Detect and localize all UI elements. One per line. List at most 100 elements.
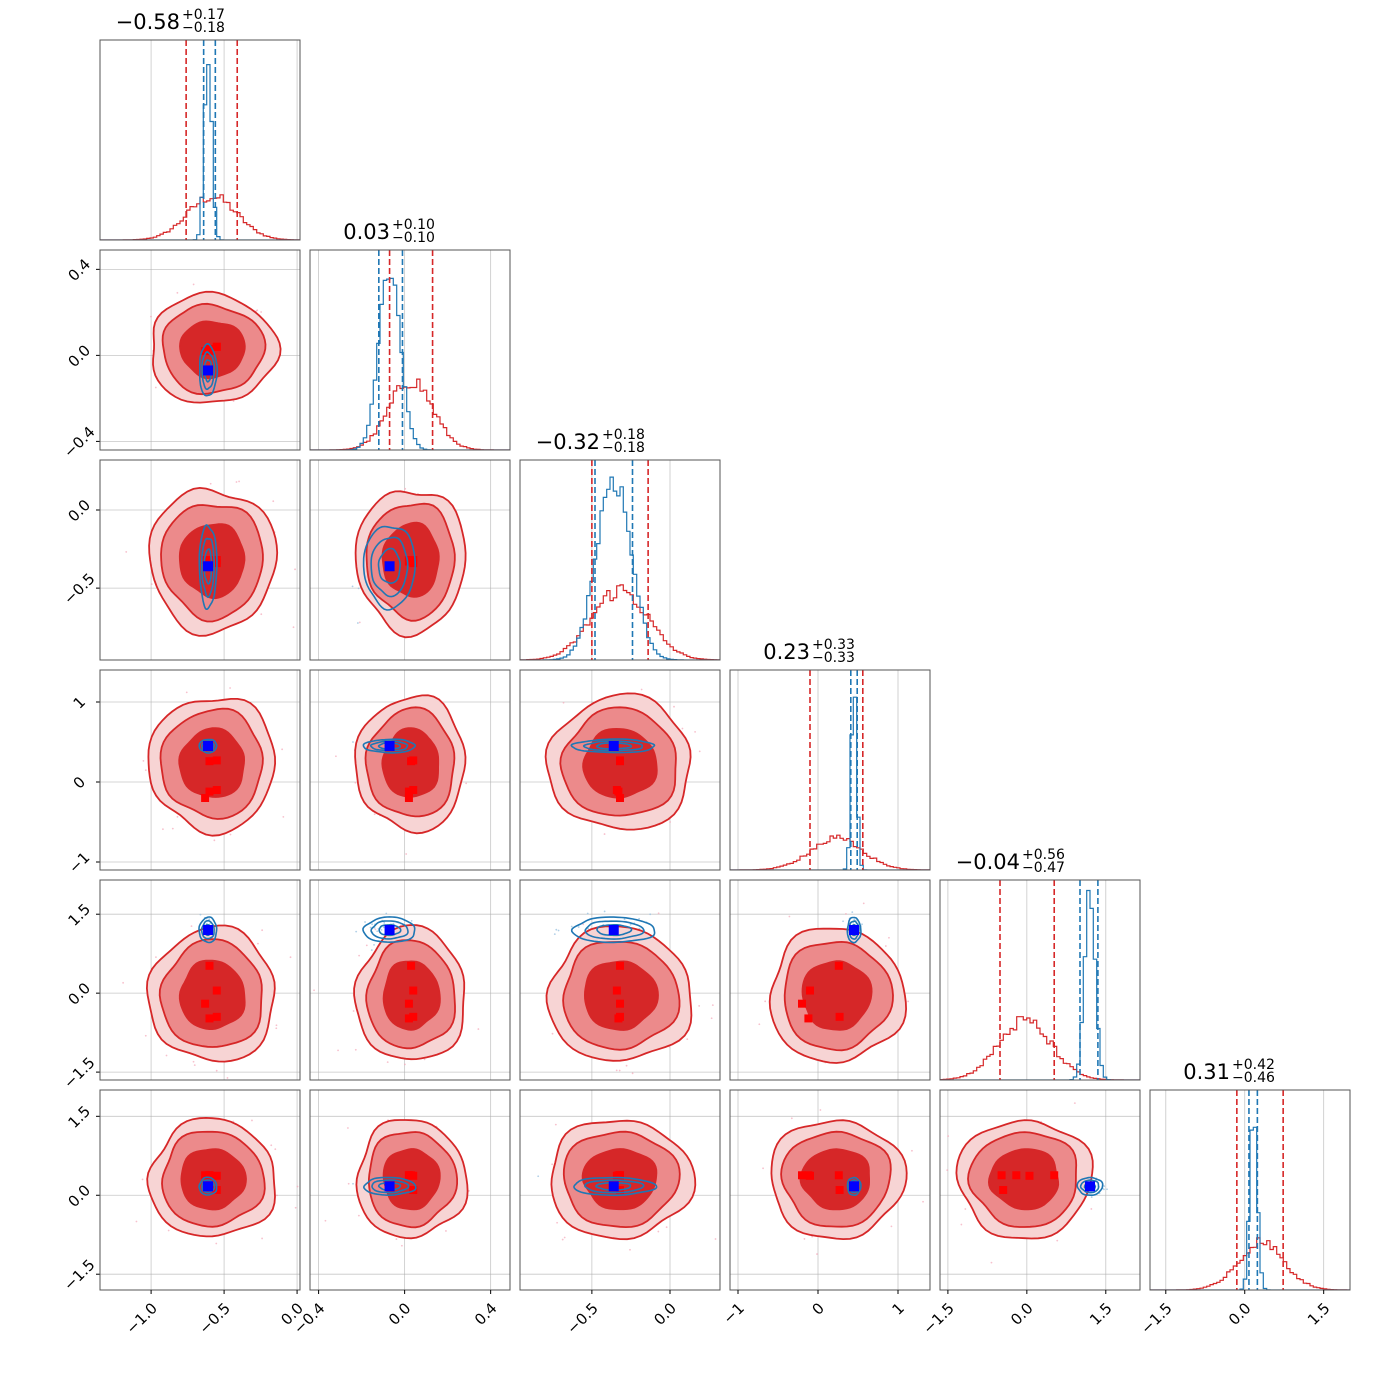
sample-point-red <box>582 923 585 926</box>
sample-point-red <box>260 613 263 616</box>
blue-contour <box>595 742 633 750</box>
sample-point-blue <box>370 949 373 951</box>
sample-point-red <box>294 1206 297 1209</box>
contour-panel-3-2 <box>519 669 721 871</box>
sample-point-red <box>947 1135 950 1137</box>
sample-point-red <box>631 1072 634 1075</box>
red-marker <box>614 787 623 796</box>
red-marker <box>409 756 418 765</box>
blue-marker <box>384 925 395 935</box>
sample-point-red <box>665 1226 668 1229</box>
sample-point-blue <box>649 913 652 916</box>
blue-histogram <box>940 889 1140 1080</box>
sample-point-red <box>629 1248 631 1251</box>
sample-point-red <box>185 691 188 694</box>
sample-point-red <box>181 674 183 676</box>
sample-point-blue <box>623 918 626 921</box>
sample-point-red <box>922 1200 924 1203</box>
sample-point-red <box>819 1109 822 1111</box>
blue-marker <box>608 1181 619 1192</box>
blue-marker <box>849 1181 859 1192</box>
sample-point-red <box>358 621 361 624</box>
sample-point-red <box>625 1064 628 1067</box>
panel-title-lower-error: −0.18 <box>602 440 645 456</box>
sample-point-red <box>306 737 308 739</box>
blue-contour <box>370 920 409 940</box>
sample-point-blue <box>586 912 589 915</box>
sample-point-red <box>811 1235 814 1238</box>
sample-point-blue <box>373 943 375 946</box>
sample-point-red <box>281 748 284 751</box>
sample-point-red <box>790 1117 793 1120</box>
red-marker <box>409 1012 418 1021</box>
red-marker <box>404 999 413 1008</box>
sample-point-red <box>698 750 701 753</box>
panel-title-value: 0.03 <box>343 220 390 244</box>
sample-point-red <box>936 1215 938 1217</box>
sample-point-red <box>324 1219 327 1222</box>
blue-histogram <box>1150 1126 1350 1290</box>
contour-panel-4-3 <box>729 879 931 1081</box>
sample-point-red <box>365 944 368 947</box>
sample-point-red <box>562 701 565 704</box>
panel-frame <box>99 249 301 451</box>
red-histogram <box>520 584 720 660</box>
blue-contour <box>362 525 416 611</box>
sample-point-red <box>618 1069 621 1072</box>
panel-title-upper-error: +0.10 <box>392 217 435 233</box>
sample-point-red <box>358 954 361 957</box>
red-histogram <box>310 378 510 450</box>
sample-point-red <box>890 1225 893 1228</box>
blue-contour <box>570 916 656 944</box>
sample-point-red <box>229 687 231 689</box>
y-tick-label: 0.0 <box>64 979 94 1009</box>
sample-point-red <box>373 813 376 816</box>
red-marker <box>205 757 214 766</box>
sample-point-red <box>556 1221 559 1224</box>
y-tick-label: −1.5 <box>60 1054 98 1092</box>
sample-point-red <box>275 1024 278 1027</box>
sample-point-red <box>229 833 232 836</box>
histogram-panel-5: 0.31 +0.42−0.46 −1.5 0.0 1.5 <box>1137 1057 1351 1338</box>
red-marker <box>612 986 621 995</box>
y-tick-label: 0.0 <box>64 1181 94 1211</box>
sample-point-red <box>292 626 295 629</box>
panel-frame <box>309 669 511 871</box>
x-tick-label: 0.0 <box>385 1299 415 1329</box>
blue-contour <box>584 1179 645 1194</box>
sample-point-red <box>405 853 408 855</box>
panel-title-value: −0.04 <box>956 850 1020 874</box>
blue-contour <box>198 524 218 610</box>
histogram-panel-3: 0.23 +0.33−0.33 <box>729 637 931 871</box>
sample-point-red <box>964 1208 967 1210</box>
sample-point-blue <box>555 928 558 931</box>
sample-point-blue <box>861 923 863 926</box>
sample-point-red <box>845 912 847 915</box>
sample-point-red <box>465 782 468 785</box>
sample-point-red <box>144 1034 147 1037</box>
red-contour-inner <box>382 960 441 1031</box>
panel-title-value: −0.58 <box>116 10 180 34</box>
sample-point-red <box>155 956 157 958</box>
sample-point-red <box>192 1060 195 1063</box>
sample-point-red <box>275 1027 278 1030</box>
sample-point-red <box>423 1058 426 1061</box>
sample-point-blue <box>369 926 372 929</box>
sample-point-red <box>215 1242 218 1245</box>
blue-contour <box>378 924 402 937</box>
sample-point-blue <box>392 922 395 925</box>
blue-contour <box>201 351 216 391</box>
panel-frame <box>939 1089 1141 1291</box>
blue-contour <box>362 1176 417 1196</box>
sample-point-blue <box>557 929 560 932</box>
sample-point-red <box>226 1077 229 1079</box>
panel-frame <box>309 459 511 661</box>
contour-panel-2-1 <box>309 459 511 661</box>
sample-point-red <box>1056 1239 1059 1242</box>
blue-contour <box>573 1176 658 1197</box>
sample-point-red <box>154 386 157 389</box>
panel-title-upper-error: +0.17 <box>182 7 225 23</box>
red-marker <box>409 786 418 794</box>
sample-point-red <box>758 1023 761 1026</box>
